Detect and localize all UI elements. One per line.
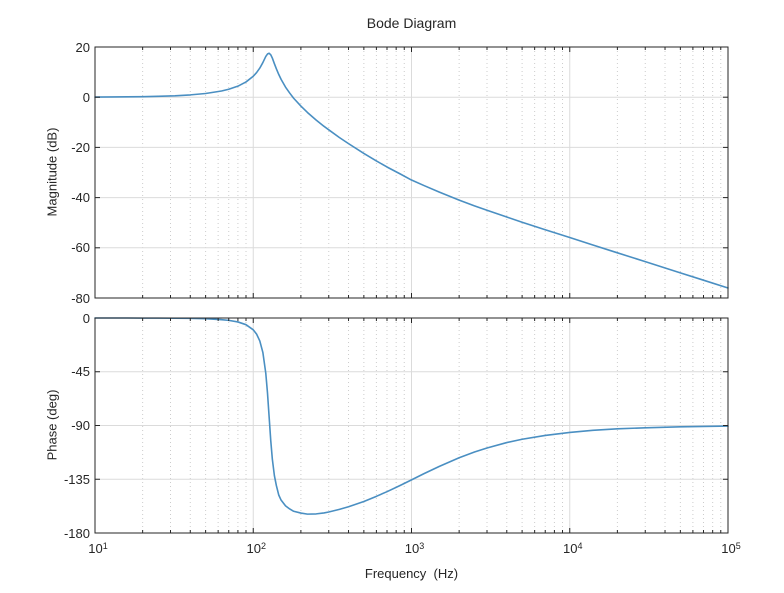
magnitude-curve — [94, 52, 729, 289]
frequency-axis-label: Frequency (Hz) — [364, 566, 459, 581]
chart-title: Bode Diagram — [366, 15, 457, 31]
